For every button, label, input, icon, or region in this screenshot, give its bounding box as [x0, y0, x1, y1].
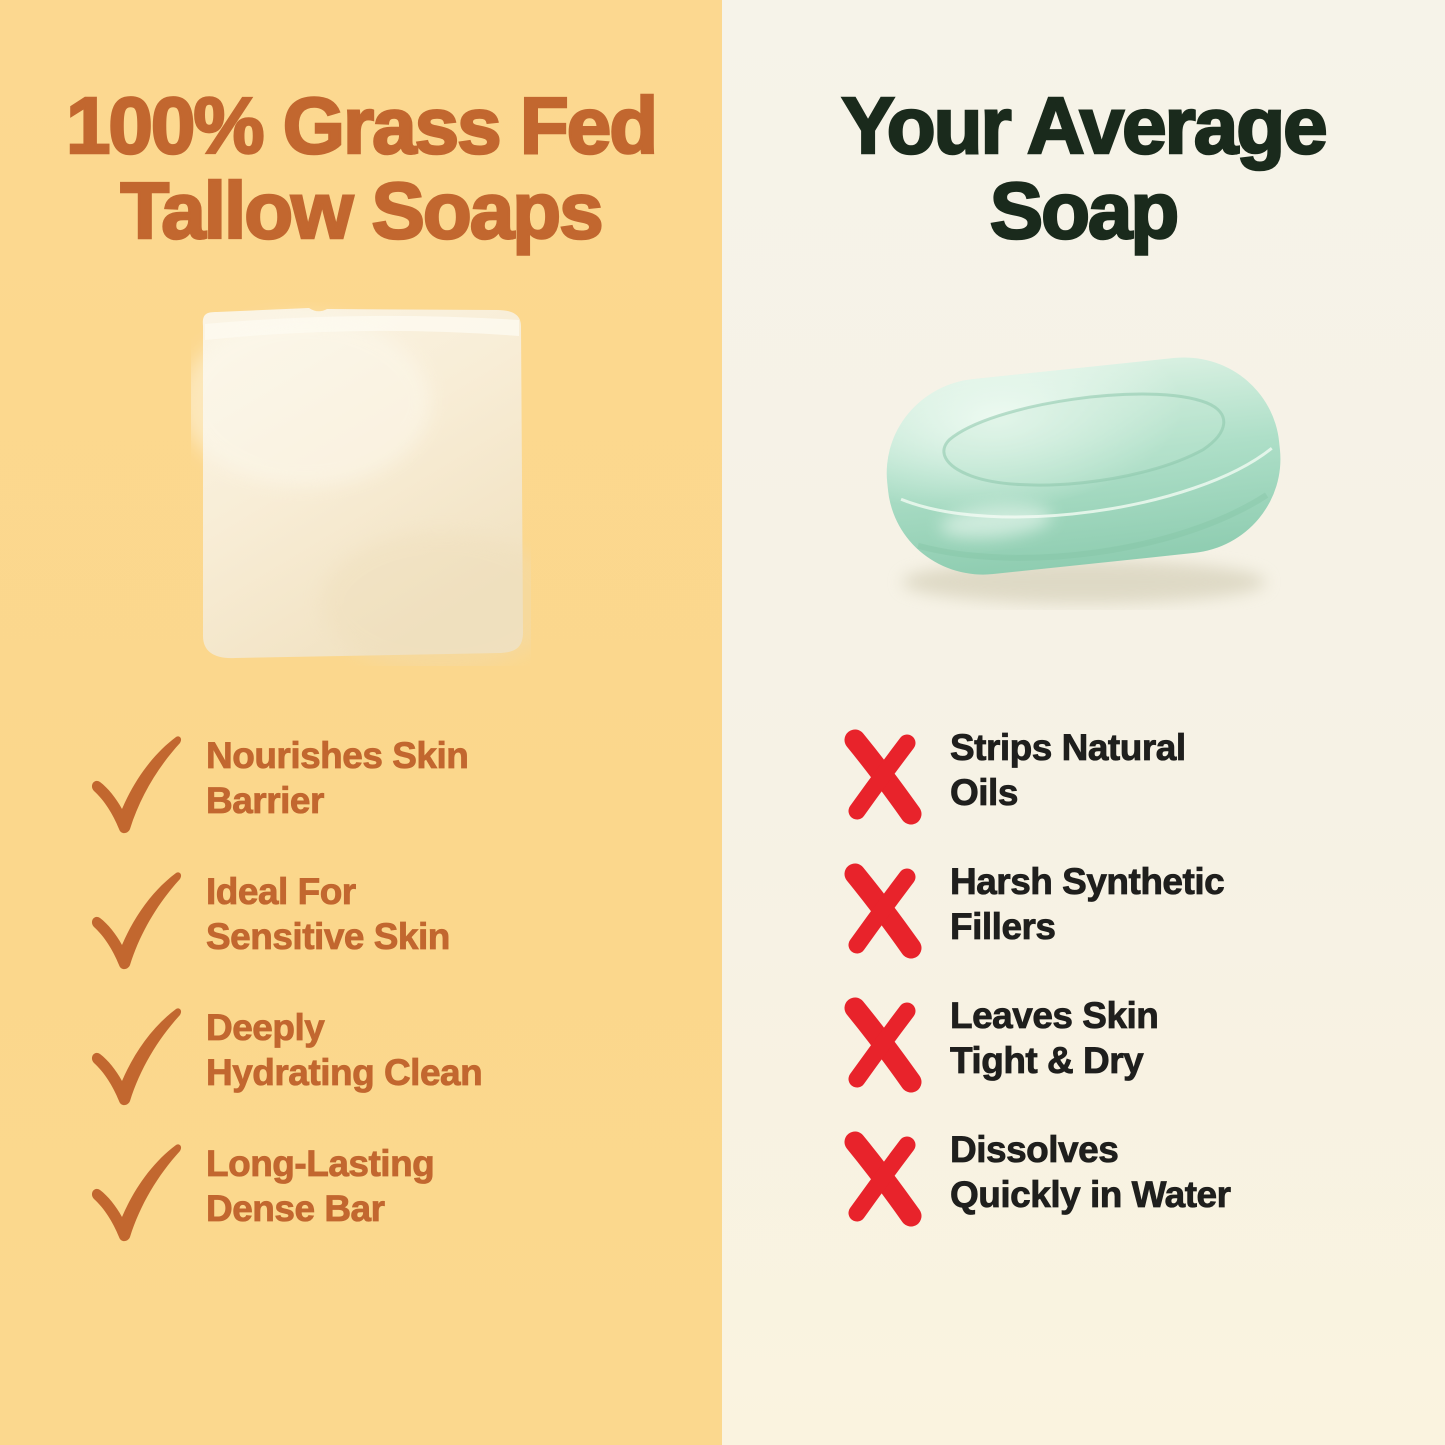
drawback-item: Leaves Skin Tight & Dry: [842, 994, 1445, 1093]
drawback-text: Dissolves Quickly in Water: [950, 1128, 1232, 1215]
drawbacks-list: Strips Natural Oils Harsh Synthetic Fill…: [842, 726, 1445, 1227]
check-icon: [86, 871, 182, 971]
drawback-text: Strips Natural Oils: [950, 726, 1187, 813]
drawback-item: Dissolves Quickly in Water: [842, 1128, 1445, 1227]
green-soap-bar-graphic: [886, 357, 1280, 604]
drawback-text: Harsh Synthetic Fillers: [950, 860, 1226, 947]
benefit-text: Long-Lasting Dense Bar: [206, 1142, 436, 1229]
tallow-soap-image: [0, 302, 722, 666]
benefits-list: Nourishes Skin Barrier Ideal For Sensiti…: [86, 734, 722, 1243]
benefit-text: Nourishes Skin Barrier: [206, 734, 470, 821]
drawback-text: Leaves Skin Tight & Dry: [950, 994, 1160, 1081]
x-icon: [842, 1129, 922, 1227]
tallow-title: 100% Grass Fed Tallow Soaps: [65, 81, 660, 255]
average-soap-image: [722, 330, 1445, 610]
check-icon: [86, 735, 182, 835]
x-icon: [842, 727, 922, 825]
drawback-item: Harsh Synthetic Fillers: [842, 860, 1445, 959]
drawback-item: Strips Natural Oils: [842, 726, 1445, 825]
benefit-item: Deeply Hydrating Clean: [86, 1006, 722, 1107]
benefit-text: Ideal For Sensitive Skin: [206, 870, 451, 957]
benefit-item: Nourishes Skin Barrier: [86, 734, 722, 835]
benefit-item: Long-Lasting Dense Bar: [86, 1142, 722, 1243]
x-icon: [842, 995, 922, 1093]
tallow-panel: 100% Grass Fed Tallow Soaps: [0, 0, 722, 1445]
check-icon: [86, 1143, 182, 1243]
check-icon: [86, 1007, 182, 1107]
x-icon: [842, 861, 922, 959]
tallow-soap-bar-graphic: [191, 307, 531, 666]
benefit-item: Ideal For Sensitive Skin: [86, 870, 722, 971]
average-title: Your Average Soap: [840, 81, 1329, 255]
benefit-text: Deeply Hydrating Clean: [206, 1006, 484, 1093]
average-soap-panel: Your Average Soap: [722, 0, 1445, 1445]
